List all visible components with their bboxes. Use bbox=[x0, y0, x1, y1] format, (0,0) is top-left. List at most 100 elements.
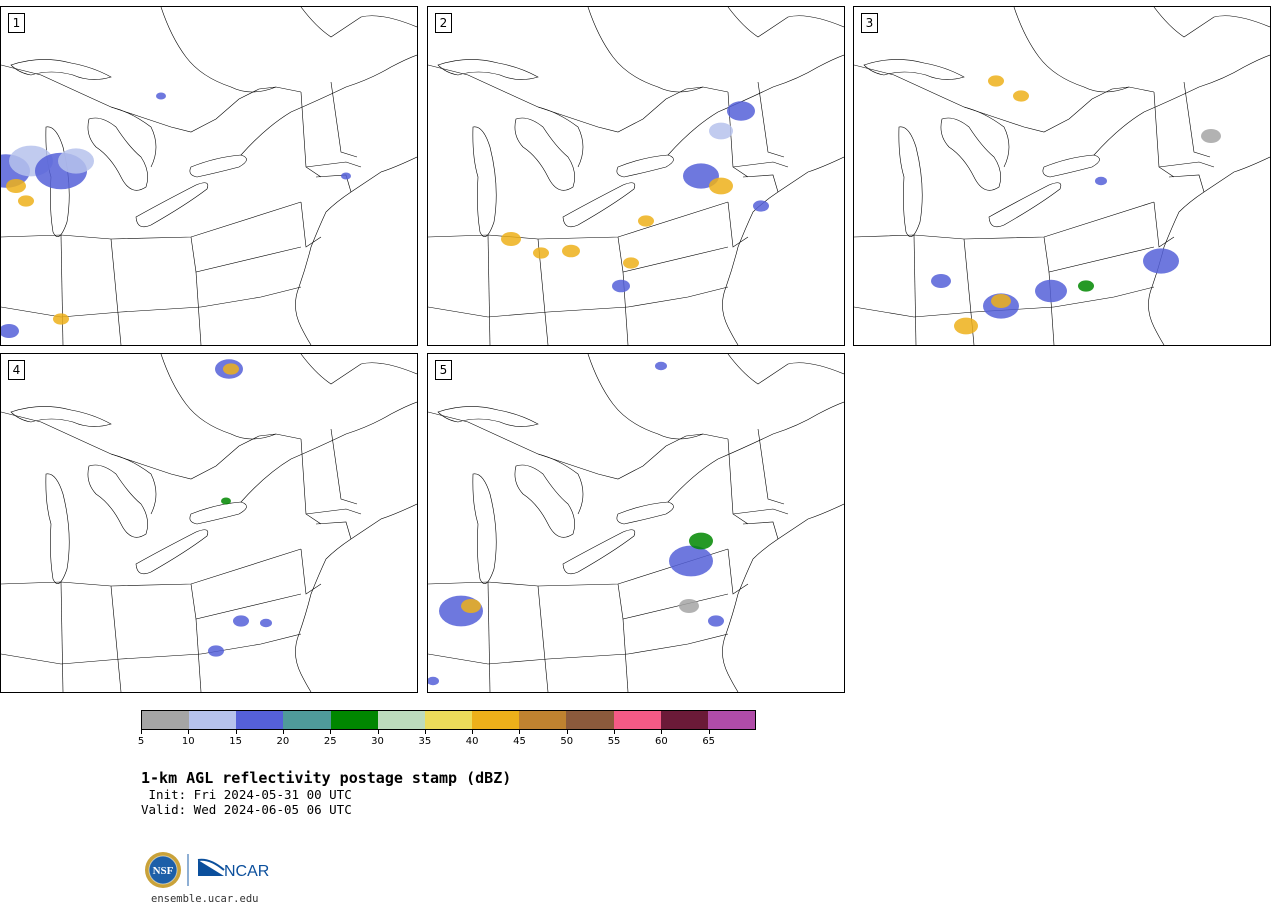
map-boundary bbox=[988, 182, 1062, 228]
map-boundary bbox=[472, 126, 497, 237]
member-panel-3: 3 bbox=[853, 6, 1271, 346]
reflectivity-echo bbox=[58, 148, 94, 174]
map-boundary bbox=[428, 201, 729, 240]
nsf-logo-text: NSF bbox=[153, 865, 174, 877]
map-boundary bbox=[240, 401, 417, 503]
map-boundary bbox=[722, 156, 844, 345]
map-boundary bbox=[1042, 154, 1100, 178]
map-boundary bbox=[330, 428, 358, 505]
reflectivity-echo bbox=[428, 676, 439, 686]
map-boundary bbox=[305, 161, 362, 168]
colorbar-tick-label: 45 bbox=[513, 736, 526, 747]
map-boundary bbox=[562, 529, 636, 575]
colorbar-tick bbox=[282, 730, 284, 734]
reflectivity-echo bbox=[208, 645, 224, 657]
reflectivity-echo bbox=[1013, 90, 1029, 102]
map-boundary bbox=[562, 182, 636, 228]
map-panel-5 bbox=[428, 354, 844, 692]
map-boundary bbox=[300, 548, 322, 595]
map-boundary bbox=[667, 54, 844, 156]
reflectivity-echo bbox=[638, 215, 654, 227]
colorbar-tick bbox=[472, 730, 474, 734]
reflectivity-echo bbox=[533, 247, 549, 259]
map-boundary bbox=[1053, 286, 1155, 308]
reflectivity-echo bbox=[988, 75, 1004, 87]
map-boundary bbox=[200, 286, 302, 308]
map-boundary bbox=[110, 453, 157, 515]
reflectivity-echo bbox=[233, 615, 249, 627]
reflectivity-echo bbox=[562, 244, 580, 258]
map-boundary bbox=[732, 161, 789, 168]
map-boundary bbox=[757, 81, 785, 158]
reflectivity-echo bbox=[221, 497, 231, 505]
reflectivity-echo bbox=[954, 317, 978, 335]
valid-time: Valid: Wed 2024-06-05 06 UTC bbox=[141, 802, 352, 817]
member-panel-5: 5 bbox=[427, 353, 845, 693]
reflectivity-echo bbox=[679, 599, 699, 613]
map-boundary bbox=[1013, 7, 1130, 93]
map-boundary bbox=[727, 548, 749, 595]
map-boundary bbox=[627, 633, 729, 655]
map-boundary bbox=[300, 201, 322, 248]
map-panel-2 bbox=[428, 7, 844, 345]
reflectivity-echo bbox=[1201, 129, 1221, 143]
map-boundary bbox=[727, 438, 749, 525]
map-boundary bbox=[190, 583, 302, 620]
reflectivity-echo bbox=[709, 122, 733, 140]
map-boundary bbox=[295, 156, 417, 345]
reflectivity-echo bbox=[708, 615, 724, 627]
map-boundary bbox=[60, 581, 64, 692]
reflectivity-echo bbox=[260, 618, 272, 628]
map-panel-4 bbox=[1, 354, 417, 692]
map-boundary bbox=[514, 464, 575, 538]
site-url: ensemble.ucar.edu bbox=[151, 893, 259, 905]
colorbar-tick bbox=[330, 730, 332, 734]
colorbar-tick-label: 15 bbox=[229, 736, 242, 747]
map-boundary bbox=[189, 154, 247, 178]
reflectivity-echo bbox=[753, 200, 769, 212]
map-panel-1 bbox=[1, 7, 417, 345]
map-boundary bbox=[160, 7, 277, 93]
colorbar-tick-label: 35 bbox=[418, 736, 432, 747]
map-boundary bbox=[135, 182, 209, 228]
reflectivity-echo bbox=[53, 313, 69, 325]
reflectivity-echo bbox=[501, 232, 521, 246]
map-boundary bbox=[10, 406, 112, 427]
panel-label: 1 bbox=[8, 13, 25, 33]
colorbar-segment bbox=[660, 711, 708, 729]
panel-label: 4 bbox=[8, 360, 25, 380]
map-boundary bbox=[537, 106, 584, 168]
map-boundary bbox=[110, 106, 157, 168]
map-boundary bbox=[428, 653, 629, 665]
colorbar-tick bbox=[377, 730, 379, 734]
colorbar-tick-label: 30 bbox=[371, 736, 384, 747]
ncar-logo-text: NCAR bbox=[224, 863, 269, 880]
map-boundary bbox=[537, 453, 584, 515]
map-boundary bbox=[1043, 236, 1155, 273]
colorbar-tick-label: 10 bbox=[181, 736, 195, 747]
reflectivity-echo bbox=[223, 363, 239, 375]
map-boundary bbox=[742, 521, 779, 540]
colorbar-tick bbox=[566, 730, 568, 734]
reflectivity-echo bbox=[669, 545, 713, 577]
colorbar-segment bbox=[283, 711, 331, 729]
map-boundary bbox=[305, 508, 362, 515]
map-boundary bbox=[514, 117, 575, 191]
map-boundary bbox=[240, 54, 417, 156]
nsf-logo-icon: NSF bbox=[145, 852, 181, 888]
colorbar-ticks: 5 10 15 20 25 30 35 40 45 50 55 60 65 bbox=[138, 730, 756, 750]
map-boundary bbox=[45, 473, 70, 584]
map-boundary bbox=[616, 501, 674, 525]
map-boundary bbox=[195, 271, 202, 345]
map-boundary bbox=[1, 306, 202, 318]
map-boundary bbox=[428, 306, 629, 318]
map-boundary bbox=[195, 618, 202, 692]
map-boundary bbox=[940, 117, 1001, 191]
map-boundary bbox=[1, 201, 302, 240]
map-boundary bbox=[87, 464, 148, 538]
map-boundary bbox=[1, 548, 302, 587]
colorbar-segment bbox=[142, 711, 190, 729]
map-boundary bbox=[110, 585, 122, 692]
colorbar-segment bbox=[472, 711, 520, 729]
reflectivity-echo bbox=[1, 324, 19, 338]
